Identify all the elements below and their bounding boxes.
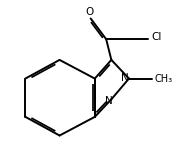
Text: N: N (121, 73, 129, 83)
Text: Cl: Cl (152, 32, 162, 43)
Text: CH₃: CH₃ (155, 74, 173, 84)
Text: N: N (105, 96, 113, 106)
Text: O: O (86, 7, 94, 17)
